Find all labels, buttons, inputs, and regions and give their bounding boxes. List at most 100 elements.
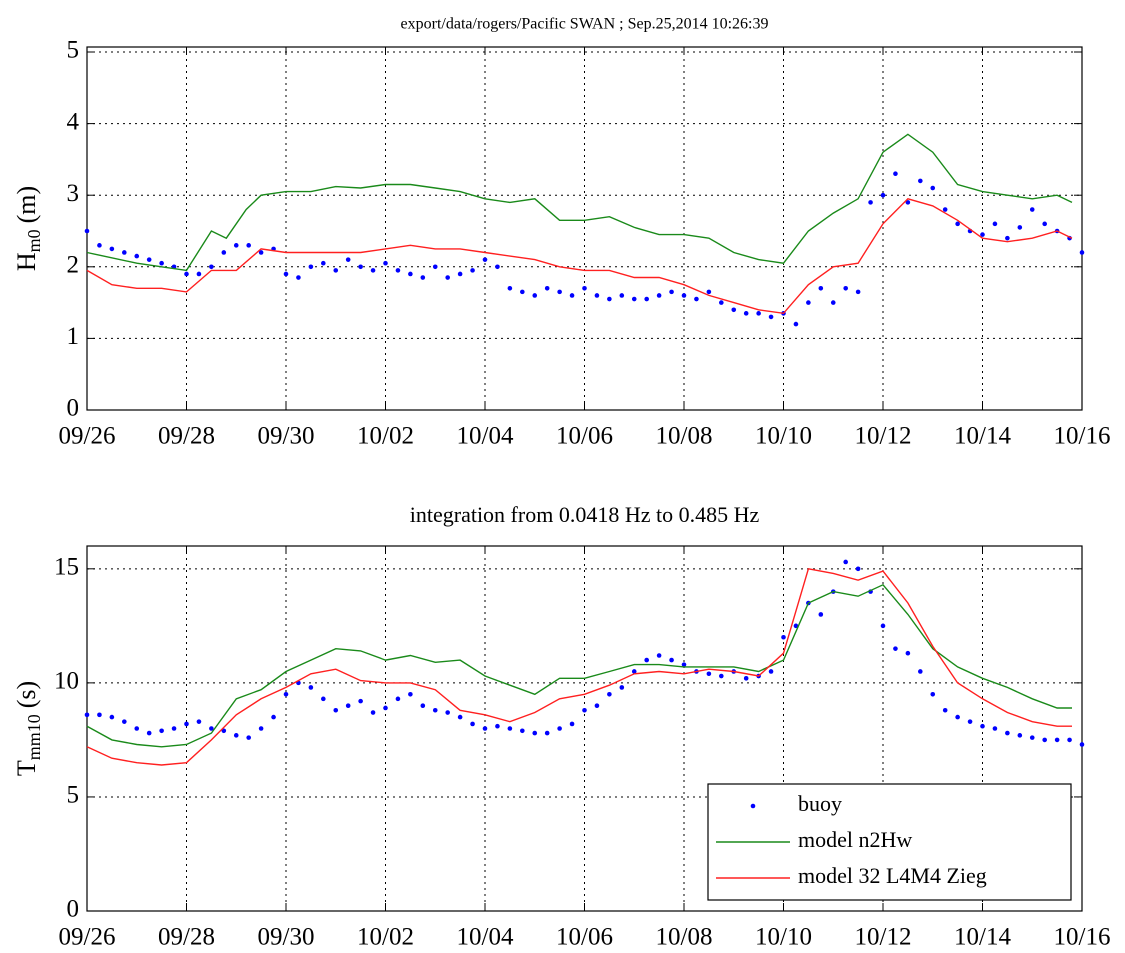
buoy-point <box>432 707 438 713</box>
buoy-point <box>544 730 550 736</box>
x-tick-label: 10/02 <box>357 924 414 951</box>
buoy-point <box>532 730 538 736</box>
buoy-point <box>408 691 413 697</box>
buoy-point <box>681 662 687 667</box>
buoy-point <box>184 721 189 727</box>
buoy-point <box>383 705 388 711</box>
y-axis-label: Tmm10 (s) <box>12 681 44 776</box>
buoy-point <box>768 669 774 674</box>
buoy-point <box>209 726 214 731</box>
y-tick-label: 4 <box>67 108 80 135</box>
buoy-point <box>495 264 500 270</box>
y-tick-label: 5 <box>67 37 80 64</box>
buoy-point <box>445 710 450 715</box>
buoy-point <box>122 250 127 255</box>
y-tick-label: 0 <box>67 896 80 923</box>
buoy-point <box>1005 235 1010 241</box>
buoy-point <box>258 250 264 255</box>
y-label-sub: mm10 <box>24 714 44 760</box>
buoy-point <box>681 293 687 298</box>
buoy-point <box>830 300 836 305</box>
model-line <box>86 583 1072 748</box>
legend-label: buoy <box>798 791 842 816</box>
buoy-point <box>532 293 538 298</box>
buoy-point <box>855 566 861 572</box>
buoy-point <box>880 623 886 629</box>
buoy-point <box>594 703 600 708</box>
buoy-point <box>719 673 724 679</box>
buoy-point <box>930 691 936 697</box>
buoy-point <box>843 285 848 291</box>
buoy-point <box>557 289 562 295</box>
buoy-point <box>818 612 824 617</box>
x-tick-label: 10/16 <box>1054 924 1111 951</box>
x-tick-label: 10/14 <box>954 924 1011 951</box>
buoy-point <box>806 300 811 305</box>
buoy-point <box>209 264 214 270</box>
buoy-point <box>308 264 314 270</box>
x-tick-label: 09/30 <box>258 924 315 951</box>
buoy-point <box>793 321 799 327</box>
buoy-point <box>619 293 625 298</box>
y-tick-label: 1 <box>67 323 80 350</box>
buoy-point <box>345 703 351 708</box>
buoy-point <box>619 685 625 690</box>
buoy-point <box>942 707 948 713</box>
buoy-point <box>719 300 724 305</box>
buoy-point <box>432 264 438 270</box>
buoy-point <box>520 289 525 295</box>
buoy-point <box>967 719 973 724</box>
buoy-point <box>743 676 749 681</box>
buoy-point <box>880 192 886 198</box>
buoy-point <box>942 207 948 212</box>
buoy-point <box>980 723 985 729</box>
buoy-point <box>358 698 363 704</box>
buoy-point <box>134 726 140 731</box>
buoy-point <box>955 714 960 720</box>
buoy-point <box>905 650 911 656</box>
x-tick-label: 10/12 <box>855 924 912 951</box>
legend-label: model n2Hw <box>798 827 912 852</box>
buoy-point <box>233 733 239 738</box>
y-label-unit: (s) <box>12 681 41 708</box>
x-tick-label: 10/08 <box>656 924 713 951</box>
buoy-point <box>470 268 475 273</box>
buoy-point <box>109 714 115 720</box>
buoy-point <box>1079 742 1085 747</box>
x-tick-label: 10/12 <box>855 423 912 450</box>
chart-title: export/data/rogers/Pacific SWAN ; Sep.25… <box>401 16 769 33</box>
y-tick-label: 0 <box>67 395 80 422</box>
buoy-point <box>918 178 923 184</box>
buoy-point <box>395 696 401 702</box>
buoy-point <box>221 728 227 734</box>
buoy-point <box>84 712 90 718</box>
buoy-point <box>607 296 612 302</box>
buoy-point <box>781 634 786 640</box>
buoy-point <box>233 243 239 248</box>
buoy-point <box>992 221 998 227</box>
x-tick-label: 09/28 <box>158 924 215 951</box>
buoy-point <box>196 719 202 724</box>
buoy-point <box>594 293 600 298</box>
x-tick-label: 10/06 <box>556 423 613 450</box>
y-tick-label: 15 <box>54 554 79 581</box>
legend-label: model 32 L4M4 Zieg <box>798 863 987 888</box>
buoy-point <box>1042 737 1047 743</box>
buoy-point <box>159 260 164 266</box>
buoy-point <box>731 307 737 313</box>
buoy-point <box>84 228 90 234</box>
buoy-point <box>109 246 115 252</box>
buoy-point <box>905 200 911 205</box>
buoy-point <box>296 275 301 280</box>
buoy-point <box>482 257 488 262</box>
x-tick-label: 10/10 <box>755 423 812 450</box>
buoy-point <box>333 268 339 273</box>
model-line <box>86 567 1072 766</box>
buoy-point <box>930 185 936 191</box>
buoy-point <box>221 250 227 255</box>
buoy-point <box>383 260 388 266</box>
buoy-point <box>1017 733 1023 738</box>
buoy-point <box>283 271 289 277</box>
buoy-point <box>146 730 152 736</box>
